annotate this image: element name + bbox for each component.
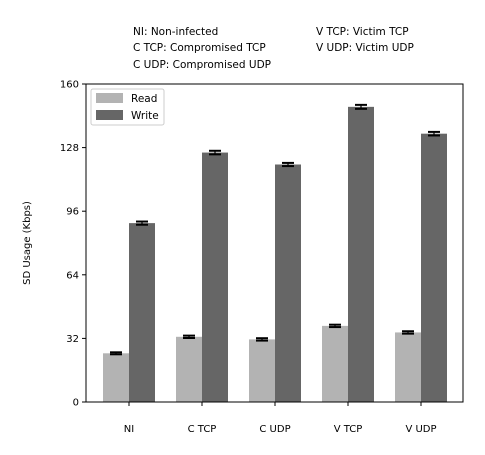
bar-read-c-tcp [176,336,202,402]
y-tick-label: 128 [60,143,79,154]
error-bars-group [110,103,440,356]
bar-write-v-udp [421,133,447,402]
y-tick-label: 0 [73,398,79,409]
y-tick-label: 96 [66,207,79,218]
note-c-udp: C UDP: Compromised UDP [133,59,271,71]
x-tick-label: C TCP [188,424,217,435]
legend-swatch-read [96,93,123,103]
note-v-tcp: V TCP: Victim TCP [316,26,409,38]
notes-block: NI: Non-infected C TCP: Compromised TCP … [133,26,414,71]
legend: Read Write [90,88,165,126]
bar-read-ni [103,353,129,402]
bar-read-c-udp [249,339,275,402]
y-tick-label: 160 [60,80,79,91]
legend-label-read: Read [131,93,157,105]
bars-group [103,106,447,402]
legend-label-write: Write [131,110,159,122]
y-axis-label: SD Usage (Kbps) [22,201,33,285]
bar-write-v-tcp [348,106,374,402]
note-v-udp: V UDP: Victim UDP [316,42,414,54]
y-tick-label: 32 [66,334,79,345]
x-tick-label: V UDP [405,424,436,435]
bar-read-v-tcp [322,325,348,402]
bar-write-c-udp [275,164,301,402]
note-ni: NI: Non-infected [133,26,218,38]
y-tick-label: 64 [66,270,79,281]
x-tick-label: C UDP [259,424,290,435]
x-tick-label: V TCP [334,424,363,435]
bar-write-ni [129,223,155,402]
bar-write-c-tcp [202,152,228,402]
x-tick-label: NI [124,424,134,435]
note-c-tcp: C TCP: Compromised TCP [133,42,266,54]
legend-swatch-write [96,110,123,120]
plot-frame [85,83,464,403]
x-axis-ticks: NI C TCP C UDP V TCP V UDP [124,402,437,435]
y-axis-ticks: 0 32 64 96 128 160 [60,80,86,409]
bar-read-v-udp [395,332,421,402]
